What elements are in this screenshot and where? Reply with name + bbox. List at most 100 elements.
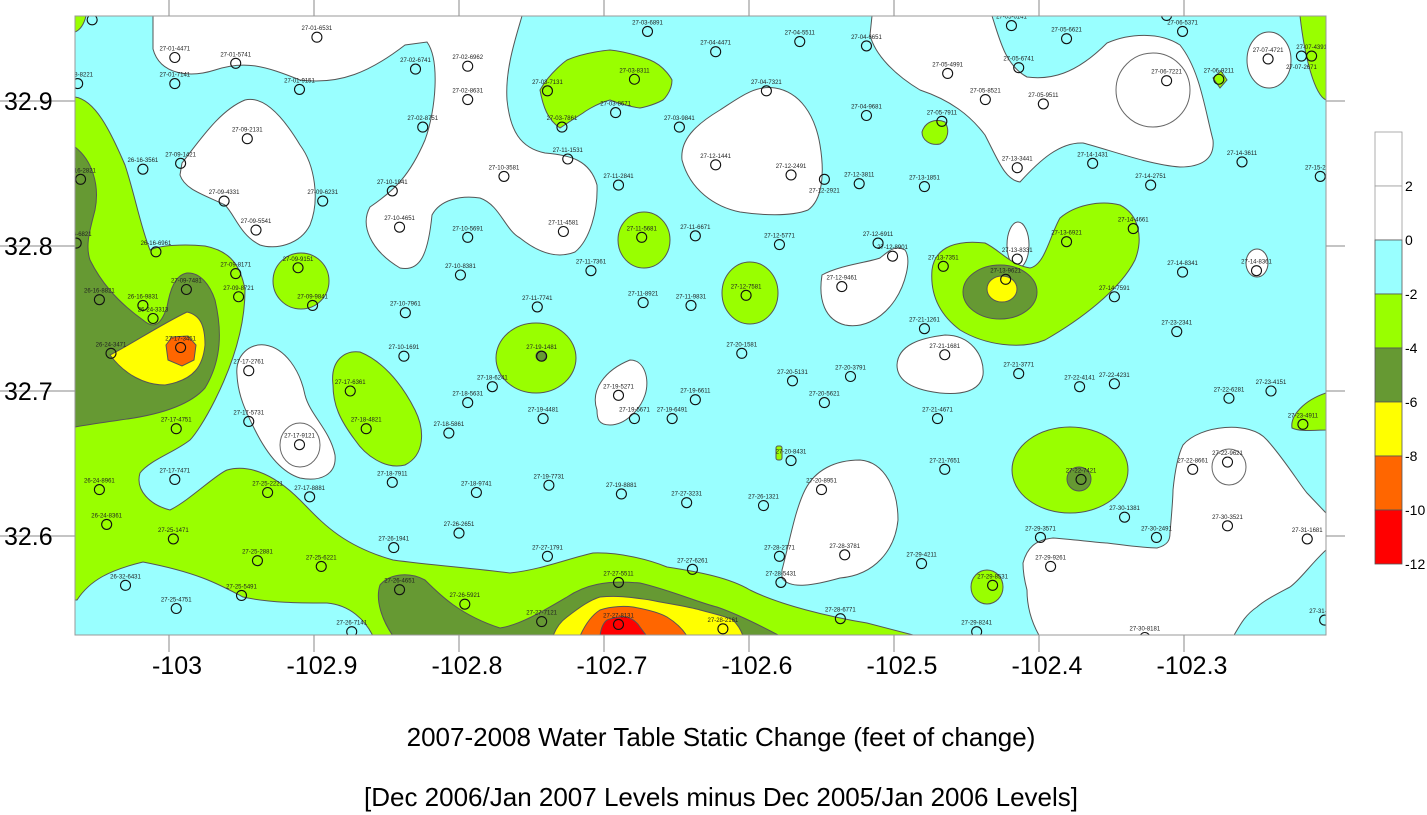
well-marker: 27-03-8311 [619, 68, 650, 85]
well-circle [1265, 385, 1277, 397]
well-circle [915, 557, 928, 570]
band-minus2-27-29-8531 [970, 569, 1004, 605]
well-circle [1011, 253, 1023, 265]
well-label: 27-13-8331 [1002, 248, 1033, 254]
well-marker: 27-09-7481 [171, 279, 202, 296]
well-circle [498, 170, 510, 182]
well-label: 27-12-9461 [826, 276, 857, 282]
well-marker: 27-26-5921 [449, 593, 481, 610]
well-circle [1314, 170, 1326, 182]
well-marker: 27-28-2161 [708, 618, 739, 635]
y-tick-label: 32.9 [4, 88, 53, 116]
well-marker: 27-30-1381 [1109, 506, 1141, 523]
well-marker: 27-20-5621 [809, 392, 840, 409]
well-marker: 27-19-6611 [680, 389, 711, 406]
well-circle [398, 350, 410, 362]
well-marker: 27-18-7911 [377, 471, 408, 488]
x-tick-label: -102.9 [287, 652, 358, 680]
positive-region-27-07 [1246, 31, 1292, 89]
well-circle [987, 579, 999, 591]
well-label: 27-20-3791 [835, 366, 866, 372]
well-label: 27-11-2841 [603, 174, 634, 180]
well-label: 27-04-5511 [785, 31, 816, 37]
colorbar-band [1374, 401, 1403, 457]
colorbar-level-label: -10 [1405, 502, 1425, 518]
well-circle [1262, 53, 1274, 65]
well-marker: 27-30-3521 [1212, 515, 1244, 532]
well-circle [218, 195, 230, 207]
well-circle [459, 598, 471, 610]
well-circle [1139, 631, 1150, 635]
well-marker: 26-08-8221 [75, 73, 94, 90]
well-label: 26-24-3313 [138, 308, 169, 314]
band-minus6-27-13-9621 [986, 275, 1018, 303]
x-tick-label: -102.7 [577, 652, 648, 680]
well-circle [536, 350, 548, 362]
well-marker: 27-23-2341 [1161, 321, 1193, 338]
well-marker: 27-04-9681 [851, 105, 882, 122]
well-circle [1045, 560, 1057, 573]
contour-line-2-27-06 [1115, 52, 1191, 128]
well-label: 27-22-4231 [1099, 373, 1130, 379]
x-tick-label: -102.4 [1012, 652, 1083, 680]
well-circle [75, 173, 87, 185]
well-circle [815, 484, 828, 496]
well-marker: 27-01-5741 [220, 52, 252, 69]
well-label: 27-09-8171 [220, 263, 251, 269]
well-marker: 27-02-8751 [407, 116, 439, 133]
well-label: 27-31-5771 [1309, 609, 1340, 615]
well-label: 27-03-7131 [532, 80, 563, 86]
well-circle [562, 153, 574, 165]
well-marker: 27-15-2471 [1305, 165, 1326, 182]
well-marker: 27-09-9151 [283, 257, 314, 274]
well-label: 27-03-6891 [632, 20, 663, 26]
well-circle [454, 269, 467, 281]
well-circle [979, 94, 991, 106]
well-label: 27-17-5731 [233, 410, 264, 416]
well-label: 27-28-2771 [764, 545, 795, 551]
well-circle [612, 576, 625, 588]
well-marker: 27-19-6491 [657, 408, 688, 425]
well-label: 27-29-8241 [961, 621, 992, 627]
well-circle [628, 73, 641, 85]
positive-region-27-21 [896, 334, 984, 394]
colorbar-band [1374, 293, 1403, 349]
well-marker: 27-28-3781 [829, 544, 861, 561]
well-label: 27-06-5371 [1167, 20, 1198, 26]
well-circle [169, 51, 181, 64]
well-marker: 27-29-9261 [1035, 555, 1067, 573]
well-circle [1177, 25, 1189, 37]
well-circle [462, 231, 474, 243]
well-circle [786, 375, 799, 387]
well-circle [167, 533, 179, 545]
well-circle [393, 584, 406, 596]
well-circle [736, 347, 748, 359]
well-label: 27-09-9151 [283, 257, 314, 263]
well-marker: 27-14-3611 [1227, 151, 1258, 168]
well-circle [1037, 98, 1049, 110]
well-marker: 27-28-2771 [764, 545, 795, 562]
well-marker: 27-13-6921 [1051, 231, 1083, 248]
well-label: 27-25-2221 [252, 482, 283, 488]
well-circle [292, 262, 304, 274]
contour-line-2-27-17 [279, 422, 321, 468]
well-label: 26-16-6821 [61, 232, 92, 238]
well-circle [86, 16, 98, 26]
well-marker: 27-12-2921 [809, 173, 840, 194]
well-label: 27-14-3611 [1227, 151, 1258, 157]
well-marker: 27-17-5731 [233, 410, 265, 428]
well-marker: 27-11-8921 [628, 292, 659, 309]
well-marker: 27-06-2881 [1161, 16, 1173, 21]
well-circle [1127, 223, 1139, 235]
well-marker: 27-19-8881 [606, 483, 637, 500]
well-circle [939, 463, 951, 475]
well-label: 27-18-5861 [433, 422, 464, 428]
well-marker: 27-20-8951 [806, 479, 838, 496]
wells-layer: 26-08-5312 27-01-6531 27-01-4471 27-01-5741… [61, 16, 1340, 635]
well-label: 27-13-6921 [1051, 231, 1082, 237]
well-label: 27-09-1421 [165, 152, 196, 158]
well-label: 27-27-8131 [603, 613, 634, 619]
well-marker: 27-17-3451 [165, 337, 197, 354]
well-circle [344, 385, 356, 397]
well-marker: 27-03-6891 [632, 20, 664, 37]
